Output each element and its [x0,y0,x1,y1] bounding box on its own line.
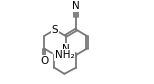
Text: NH₂: NH₂ [55,50,75,60]
Text: S: S [52,25,58,35]
Text: N: N [62,44,69,54]
Text: O: O [40,56,48,66]
Text: N: N [72,1,80,11]
